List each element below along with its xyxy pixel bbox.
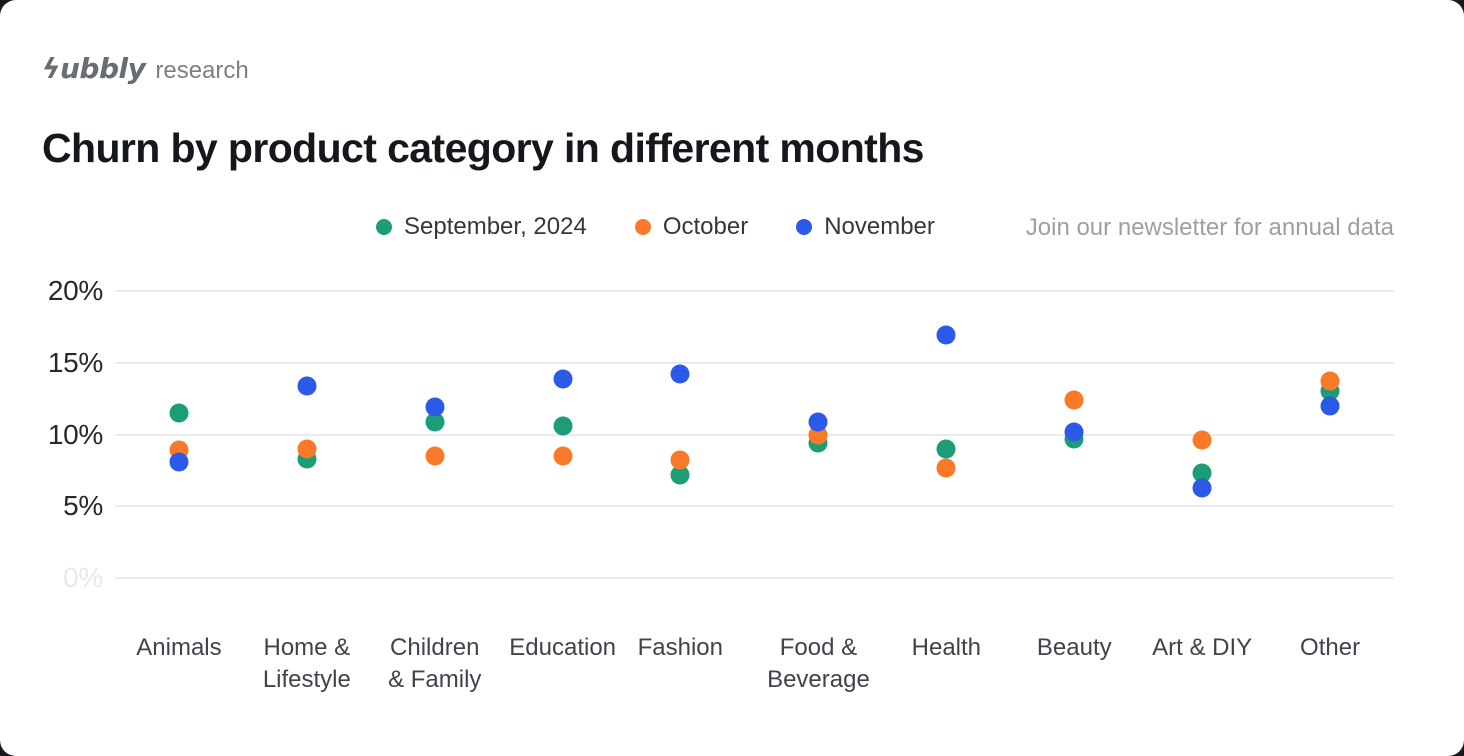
y-tick-10: 10% (47, 418, 103, 450)
legend-dot-icon (796, 219, 813, 235)
legend-dot-icon (634, 219, 651, 235)
newsletter-note: Join our newsletter for annual data (1025, 214, 1394, 241)
x-axis-labels: Animals Home & Lifestyle Children & Family… (115, 632, 1394, 712)
dot-september-2024-animals (169, 403, 189, 423)
dot-october-children-family (425, 446, 445, 466)
dot-october-art-diy (1192, 430, 1212, 450)
legend-item-october: October (634, 213, 749, 241)
dot-september-2024-art-diy (1192, 463, 1212, 483)
x-tick-children-family: Children & Family (388, 634, 482, 693)
dot-november-home-lifestyle (297, 376, 317, 396)
dot-november-art-diy (1192, 478, 1212, 498)
dot-october-health (936, 458, 956, 477)
x-tick-other: Other (1300, 634, 1361, 661)
gridline-0 (115, 577, 1394, 579)
y-tick-5: 5% (63, 490, 103, 522)
y-tick-15: 15% (47, 346, 103, 378)
dot-november-children-family (425, 397, 445, 417)
dot-november-fashion (670, 364, 690, 384)
dot-october-beauty (1064, 390, 1084, 410)
x-tick-food-beverage: Food & Beverage (767, 634, 870, 693)
x-tick-art-diy: Art & DIY (1152, 634, 1253, 661)
page-title: Churn by product category in different m… (42, 125, 924, 172)
lightning-bolt-icon: ϟ (42, 52, 60, 85)
dot-october-fashion (670, 450, 690, 470)
x-tick-beauty: Beauty (1036, 634, 1112, 661)
dot-november-animals (169, 452, 189, 472)
y-tick-20: 20% (47, 275, 103, 306)
dot-october-home-lifestyle (297, 439, 317, 459)
legend-item-november: November (796, 213, 935, 241)
dot-october-education (553, 446, 573, 466)
brand-wordmark: ϟubbly (42, 52, 146, 85)
chart-legend: September, 2024 October November (376, 212, 935, 242)
x-tick-animals: Animals (136, 634, 222, 661)
dot-september-2024-health (936, 439, 956, 459)
x-tick-fashion: Fashion (637, 634, 724, 661)
dot-november-education (553, 369, 573, 389)
dot-september-2024-fashion (670, 465, 690, 485)
subbly-logo: ϟubbly research (42, 52, 249, 85)
legend-label: October (662, 213, 749, 240)
legend-item-september-2024: September, 2024 (376, 213, 587, 241)
dot-november-health (936, 325, 956, 345)
brand-suffix: research (155, 57, 249, 84)
brand-text: ubbly (59, 52, 146, 85)
gridline-20 (115, 290, 1394, 292)
dot-november-beauty (1064, 422, 1084, 442)
x-tick-health: Health (911, 634, 982, 661)
y-axis-labels: 20% 15% 10% 5% 0% (0, 0, 103, 756)
dot-november-food-beverage (808, 412, 828, 432)
legend-label: November (824, 213, 935, 240)
y-tick-0: 0% (63, 562, 103, 593)
dot-september-2024-education (553, 416, 573, 436)
gridline-5 (115, 505, 1394, 508)
x-tick-education: Education (509, 634, 617, 661)
plot-area (115, 290, 1394, 579)
gridline-15 (115, 361, 1394, 364)
legend-label: September, 2024 (404, 213, 587, 240)
gridline-10 (115, 433, 1394, 436)
dot-november-other (1320, 396, 1340, 416)
legend-dot-icon (376, 219, 392, 235)
dot-october-other (1320, 371, 1340, 391)
dot-september-2024-children-family (425, 412, 445, 432)
x-tick-home-lifestyle: Home & Lifestyle (262, 634, 351, 693)
